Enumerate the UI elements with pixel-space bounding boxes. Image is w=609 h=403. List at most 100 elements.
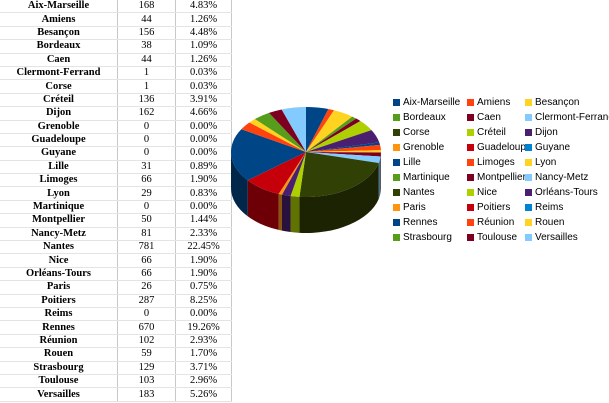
table-row: Orléans-Tours 66 1.90% bbox=[0, 267, 232, 282]
percent-cell[interactable]: 0.00% bbox=[175, 120, 232, 134]
table-row: Grenoble 0 0.00% bbox=[0, 120, 232, 134]
percent-cell[interactable]: 0.03% bbox=[175, 79, 232, 94]
percent-cell[interactable]: 0.75% bbox=[175, 280, 232, 295]
region-cell[interactable]: Lyon bbox=[0, 186, 118, 201]
count-cell[interactable]: 129 bbox=[117, 361, 176, 375]
region-cell[interactable]: Strasbourg bbox=[0, 361, 118, 375]
region-cell[interactable]: Nice bbox=[0, 253, 118, 268]
percent-cell[interactable]: 1.44% bbox=[175, 213, 232, 228]
region-cell[interactable]: Aix-Marseille bbox=[0, 0, 118, 14]
count-cell[interactable]: 44 bbox=[117, 53, 176, 67]
percent-cell[interactable]: 0.00% bbox=[175, 200, 232, 215]
percent-cell[interactable]: 8.25% bbox=[175, 294, 232, 308]
count-cell[interactable]: 168 bbox=[117, 0, 176, 14]
legend-label: Montpellier bbox=[477, 171, 526, 183]
region-cell[interactable]: Versailles bbox=[0, 387, 118, 402]
region-cell[interactable]: Orléans-Tours bbox=[0, 267, 118, 282]
region-cell[interactable]: Lille bbox=[0, 160, 118, 175]
count-cell[interactable]: 1 bbox=[117, 79, 176, 94]
count-cell[interactable]: 59 bbox=[117, 347, 176, 362]
region-cell[interactable]: Paris bbox=[0, 280, 118, 295]
count-cell[interactable]: 26 bbox=[117, 280, 176, 295]
region-cell[interactable]: Dijon bbox=[0, 106, 118, 121]
count-cell[interactable]: 156 bbox=[117, 26, 176, 41]
count-cell[interactable]: 670 bbox=[117, 320, 176, 335]
count-cell[interactable]: 29 bbox=[117, 186, 176, 201]
percent-cell[interactable]: 22.45% bbox=[175, 240, 232, 255]
count-cell[interactable]: 0 bbox=[117, 133, 176, 148]
region-cell[interactable]: Guyane bbox=[0, 146, 118, 161]
percent-cell[interactable]: 1.26% bbox=[175, 12, 232, 27]
region-cell[interactable]: Réunion bbox=[0, 334, 118, 349]
percent-cell[interactable]: 3.71% bbox=[175, 361, 232, 375]
count-cell[interactable]: 0 bbox=[117, 120, 176, 134]
pie-slice bbox=[299, 152, 379, 198]
count-cell[interactable]: 136 bbox=[117, 93, 176, 108]
region-cell[interactable]: Amiens bbox=[0, 12, 118, 27]
percent-cell[interactable]: 1.90% bbox=[175, 267, 232, 282]
percent-cell[interactable]: 1.09% bbox=[175, 39, 232, 54]
percent-cell[interactable]: 1.26% bbox=[175, 53, 232, 67]
region-cell[interactable]: Bordeaux bbox=[0, 39, 118, 54]
count-cell[interactable]: 287 bbox=[117, 294, 176, 308]
table-row: Paris 26 0.75% bbox=[0, 280, 232, 295]
region-cell[interactable]: Caen bbox=[0, 53, 118, 67]
pie-slice-side bbox=[281, 194, 291, 233]
count-cell[interactable]: 0 bbox=[117, 200, 176, 215]
percent-cell[interactable]: 3.91% bbox=[175, 93, 232, 108]
percent-cell[interactable]: 0.03% bbox=[175, 66, 232, 81]
region-cell[interactable]: Corse bbox=[0, 79, 118, 94]
region-cell[interactable]: Grenoble bbox=[0, 120, 118, 134]
region-cell[interactable]: Créteil bbox=[0, 93, 118, 108]
pie-slice bbox=[281, 107, 306, 152]
region-cell[interactable]: Nantes bbox=[0, 240, 118, 255]
percent-cell[interactable]: 4.48% bbox=[175, 26, 232, 41]
pie-slice bbox=[249, 119, 306, 152]
legend-swatch bbox=[393, 158, 400, 166]
count-cell[interactable]: 66 bbox=[117, 173, 176, 188]
count-cell[interactable]: 183 bbox=[117, 387, 176, 402]
percent-cell[interactable]: 0.83% bbox=[175, 186, 232, 201]
region-cell[interactable]: Besançon bbox=[0, 26, 118, 41]
region-cell[interactable]: Clermont-Ferrand bbox=[0, 66, 118, 81]
percent-cell[interactable]: 0.00% bbox=[175, 307, 232, 322]
legend-label: Lyon bbox=[535, 156, 557, 168]
count-cell[interactable]: 102 bbox=[117, 334, 176, 349]
pie-slice bbox=[306, 152, 381, 164]
count-cell[interactable]: 44 bbox=[117, 12, 176, 27]
percent-cell[interactable]: 19.26% bbox=[175, 320, 232, 335]
region-cell[interactable]: Rennes bbox=[0, 320, 118, 335]
percent-cell[interactable]: 4.83% bbox=[175, 0, 232, 14]
percent-cell[interactable]: 1.70% bbox=[175, 347, 232, 362]
region-cell[interactable]: Toulouse bbox=[0, 374, 118, 389]
percent-cell[interactable]: 4.66% bbox=[175, 106, 232, 121]
legend-swatch bbox=[467, 128, 474, 136]
count-cell[interactable]: 50 bbox=[117, 213, 176, 228]
region-cell[interactable]: Reims bbox=[0, 307, 118, 322]
count-cell[interactable]: 1 bbox=[117, 66, 176, 81]
percent-cell[interactable]: 0.00% bbox=[175, 133, 232, 148]
region-cell[interactable]: Limoges bbox=[0, 173, 118, 188]
region-cell[interactable]: Rouen bbox=[0, 347, 118, 362]
count-cell[interactable]: 66 bbox=[117, 253, 176, 268]
count-cell[interactable]: 103 bbox=[117, 374, 176, 389]
percent-cell[interactable]: 1.90% bbox=[175, 253, 232, 268]
count-cell[interactable]: 38 bbox=[117, 39, 176, 54]
count-cell[interactable]: 162 bbox=[117, 106, 176, 121]
count-cell[interactable]: 0 bbox=[117, 146, 176, 161]
percent-cell[interactable]: 2.93% bbox=[175, 334, 232, 349]
region-cell[interactable]: Montpellier bbox=[0, 213, 118, 228]
legend-item: Martinique bbox=[393, 171, 467, 183]
count-cell[interactable]: 66 bbox=[117, 267, 176, 282]
count-cell[interactable]: 0 bbox=[117, 307, 176, 322]
percent-cell[interactable]: 2.96% bbox=[175, 374, 232, 389]
region-cell[interactable]: Martinique bbox=[0, 200, 118, 215]
region-cell[interactable]: Nancy-Metz bbox=[0, 227, 118, 242]
region-cell[interactable]: Poitiers bbox=[0, 294, 118, 308]
percent-cell[interactable]: 2.33% bbox=[175, 227, 232, 242]
percent-cell[interactable]: 5.26% bbox=[175, 387, 232, 402]
count-cell[interactable]: 781 bbox=[117, 240, 176, 255]
region-cell[interactable]: Guadeloupe bbox=[0, 133, 118, 148]
count-cell[interactable]: 81 bbox=[117, 227, 176, 242]
count-cell[interactable]: 31 bbox=[117, 160, 176, 175]
